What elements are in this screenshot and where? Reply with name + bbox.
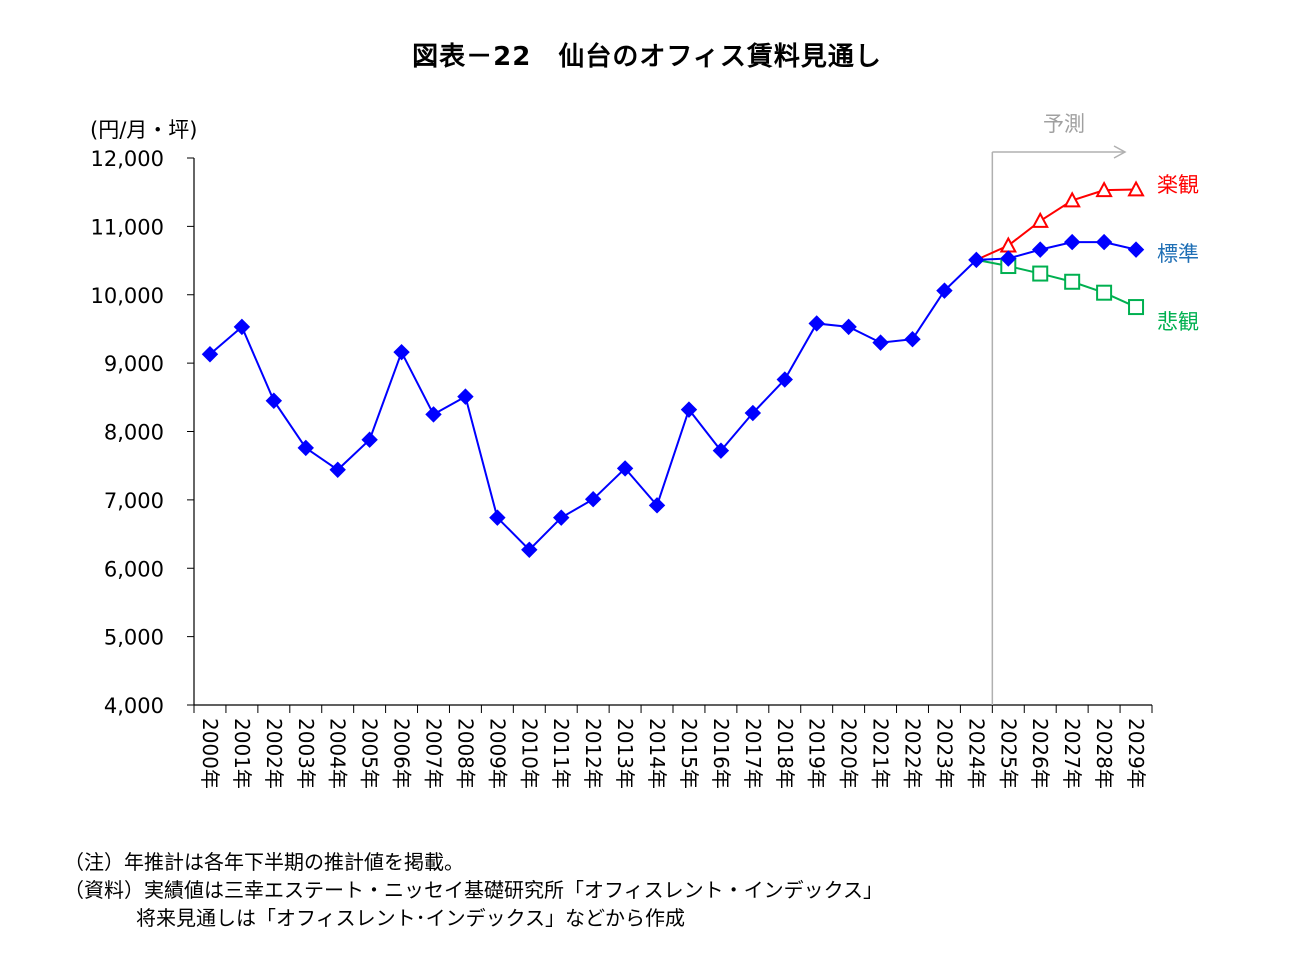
y-tick-label: 10,000 (91, 284, 164, 308)
data-point-diamond (521, 541, 538, 558)
data-point-diamond (297, 439, 314, 457)
y-tick-label: 8,000 (104, 421, 164, 445)
data-point-diamond (489, 509, 506, 526)
data-point-diamond (265, 392, 283, 409)
series-line-1 (975, 188, 1137, 261)
data-point-diamond (1032, 241, 1049, 258)
y-tick-label: 11,000 (91, 215, 164, 239)
data-point-diamond (1063, 233, 1081, 251)
x-tick-label: 2028年 (1092, 718, 1116, 789)
note-line-2: （資料）実績値は三幸エステート・ニッセイ基礎研究所「オフィスレント・インデックス… (64, 878, 883, 902)
data-point-square (1032, 265, 1049, 282)
note-line-1: （注）年推計は各年下半期の推計値を掲載。 (64, 850, 464, 874)
x-tick-label: 2005年 (358, 718, 382, 789)
x-tick-label: 2003年 (294, 718, 318, 789)
y-tick-label: 9,000 (104, 352, 164, 376)
y-axis-label: (円/月・坪) (90, 118, 197, 142)
x-tick-label: 2019年 (805, 718, 829, 789)
x-tick-label: 2022年 (901, 718, 925, 789)
x-tick-label: 2025年 (996, 718, 1020, 789)
x-tick-label: 2015年 (677, 718, 701, 789)
x-tick-label: 2024年 (964, 718, 988, 789)
data-point-diamond (680, 401, 698, 418)
x-tick-label: 2000年 (198, 718, 222, 789)
data-point-diamond (712, 442, 730, 459)
data-point-diamond (744, 404, 762, 422)
data-point-diamond (553, 509, 570, 526)
forecast-arrow-head (1113, 145, 1127, 159)
x-tick-label: 2013年 (613, 718, 637, 789)
data-point-diamond (840, 318, 857, 336)
data-point-diamond (329, 461, 346, 478)
data-point-diamond (616, 460, 634, 477)
data-point-diamond (361, 431, 378, 448)
x-tick-label: 2014年 (645, 718, 669, 789)
data-point-triangle (1095, 181, 1113, 198)
note-line-3: 将来見通しは「オフィスレント･インデックス」などから作成 (136, 906, 685, 930)
data-point-triangle (1127, 180, 1145, 197)
x-tick-label: 2018年 (773, 718, 797, 789)
data-point-square (1096, 284, 1113, 301)
x-tick-label: 2026年 (1028, 718, 1052, 789)
series-line-0 (209, 241, 1137, 552)
data-point-square (1128, 299, 1145, 316)
x-tick-label: 2011年 (549, 718, 573, 789)
forecast-marker: 予測 (991, 112, 1127, 705)
y-tick-label: 4,000 (104, 694, 164, 718)
series-label: 悲観 (1157, 310, 1199, 334)
data-point-triangle (1063, 191, 1081, 208)
x-tick-label: 2016年 (709, 718, 733, 789)
y-tick-label: 5,000 (104, 626, 164, 650)
data-point-diamond (1127, 241, 1145, 258)
x-tick-label: 2023年 (932, 718, 956, 789)
x-tick-label: 2006年 (390, 718, 414, 789)
forecast-label: 予測 (1043, 112, 1085, 136)
series-markers (201, 180, 1145, 558)
x-tick-label: 2007年 (422, 718, 446, 789)
data-point-diamond (648, 497, 666, 514)
series-lines (209, 188, 1137, 552)
chart-title: 図表－22 仙台のオフィス賃料見通し (412, 42, 882, 72)
data-point-triangle (999, 236, 1017, 253)
data-point-diamond (1095, 233, 1113, 251)
y-tick-label: 12,000 (91, 147, 164, 171)
data-point-diamond (457, 388, 474, 405)
x-tick-label: 2004年 (326, 718, 350, 789)
data-point-diamond (584, 490, 602, 508)
x-tick-label: 2009年 (485, 718, 509, 789)
data-point-diamond (776, 371, 793, 388)
data-point-diamond (425, 406, 442, 423)
tick-labels: 4,000 5,000 6,000 7,000 8,000 9,000 10,000 11,0… (90, 118, 1148, 789)
x-tick-label: 2021年 (869, 718, 893, 789)
x-tick-label: 2027年 (1060, 718, 1084, 789)
x-tick-label: 2002年 (262, 718, 286, 789)
data-point-triangle (1031, 211, 1049, 228)
data-point-diamond (201, 346, 219, 363)
data-point-diamond (808, 315, 825, 332)
data-point-diamond (904, 330, 921, 348)
x-tick-label: 2029年 (1124, 718, 1148, 789)
data-point-diamond (872, 334, 889, 351)
y-tick-label: 7,000 (104, 489, 164, 513)
data-point-diamond (968, 251, 985, 269)
x-tick-label: 2017年 (741, 718, 765, 789)
series-label: 楽観 (1157, 173, 1199, 197)
chart-svg: 4,000 5,000 6,000 7,000 8,000 9,000 10,000 11,0… (90, 112, 1199, 789)
x-tick-label: 2001年 (230, 718, 254, 789)
data-point-square (1064, 273, 1081, 290)
y-tick-label: 6,000 (104, 557, 164, 581)
series-label: 標準 (1157, 242, 1199, 266)
x-tick-label: 2020年 (837, 718, 861, 789)
data-point-diamond (936, 282, 953, 299)
x-tick-label: 2008年 (453, 718, 477, 789)
data-point-diamond (1000, 250, 1017, 267)
x-tick-label: 2012年 (581, 718, 605, 789)
data-point-diamond (233, 318, 251, 336)
x-tick-label: 2010年 (517, 718, 541, 789)
chart-notes: （注）年推計は各年下半期の推計値を掲載。 （資料）実績値は三幸エステート・ニッセ… (64, 848, 883, 932)
data-point-diamond (393, 343, 410, 361)
